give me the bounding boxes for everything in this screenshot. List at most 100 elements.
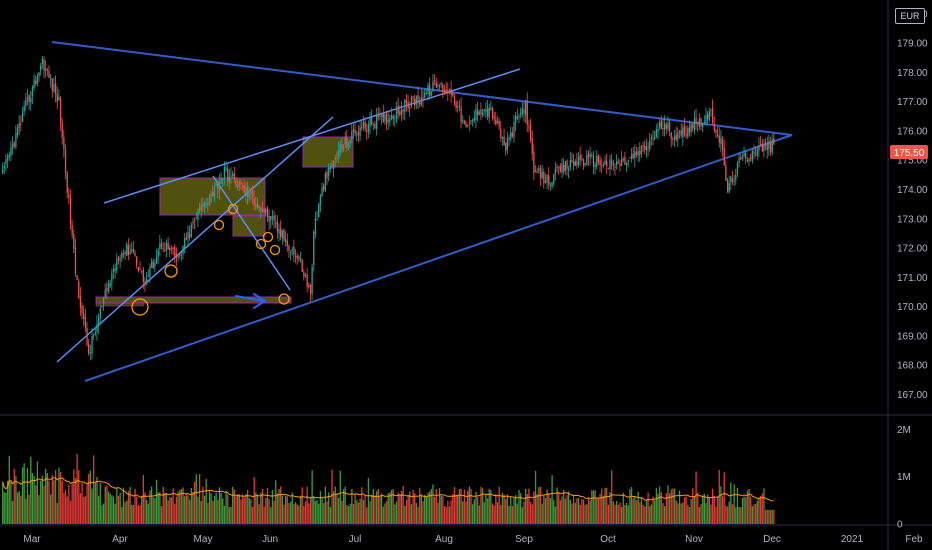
volume-bar (399, 495, 401, 524)
time-axis[interactable]: Mar Apr May Jun Jul Aug Sep Oct Nov Dec 2021 Feb (23, 534, 923, 545)
candle-body (529, 124, 532, 140)
pivot-circle[interactable] (255, 238, 267, 250)
candle (102, 297, 105, 312)
support-arrow[interactable] (235, 293, 267, 309)
price-tick-label: 176.00 (897, 126, 928, 137)
volume-bar (281, 495, 283, 524)
price-tick-label: 167.00 (897, 390, 928, 401)
candle-body (241, 185, 244, 187)
volume-bar (579, 504, 581, 524)
pivot-circles[interactable] (131, 203, 290, 316)
volume-bar (255, 492, 257, 524)
candle-body (640, 145, 643, 155)
candle (289, 250, 292, 261)
pullback-zone[interactable] (232, 215, 266, 237)
volume-bar (574, 502, 576, 524)
candle (394, 114, 396, 127)
candle-body (634, 151, 636, 159)
candle-body (644, 145, 646, 150)
volume-bar (66, 496, 68, 524)
volume-bar (193, 481, 196, 524)
volume-bar (422, 501, 424, 524)
candle-body (304, 274, 307, 276)
candle-body (296, 255, 298, 259)
candle-body (344, 137, 346, 145)
pivot-circle[interactable] (227, 203, 239, 215)
candle-body (97, 317, 100, 326)
pivot-circle[interactable] (262, 231, 274, 243)
candle-body (253, 198, 255, 206)
candle (347, 141, 350, 151)
candle-body (91, 335, 93, 354)
candle-body (660, 120, 662, 130)
candle-body (131, 249, 133, 251)
candle (553, 173, 555, 186)
candle-body (659, 122, 661, 128)
candle (220, 171, 222, 184)
pivot-circle[interactable] (131, 298, 149, 316)
pivot-circle[interactable] (164, 264, 178, 278)
falling-trendline[interactable] (212, 175, 291, 291)
candle-body (405, 100, 408, 104)
volume-bar (134, 488, 136, 524)
candle-body (139, 268, 141, 271)
candle (400, 100, 403, 122)
candle-body (743, 153, 745, 156)
volume-bar (160, 506, 163, 524)
volume-bar (447, 500, 449, 524)
candle-body (385, 113, 388, 124)
candle (309, 283, 312, 303)
volume-bar (723, 472, 725, 524)
candle-body (333, 160, 335, 169)
candle-body (308, 285, 310, 287)
volume-bar (96, 477, 98, 524)
volume-bar (185, 493, 188, 524)
volume-bar (435, 489, 437, 524)
candle (435, 77, 437, 88)
support-zone[interactable] (95, 296, 292, 304)
candle (175, 247, 178, 267)
candle (111, 268, 113, 291)
candle-body (695, 117, 697, 123)
time-tick-label: Sep (515, 534, 533, 545)
volume-bar (225, 490, 227, 524)
volume-bar (106, 485, 108, 524)
volume-bar (577, 498, 580, 524)
volume-bar (203, 495, 206, 524)
candle-body (670, 132, 672, 139)
candle (599, 155, 601, 172)
volume-bar (237, 494, 239, 524)
candle-body (462, 120, 464, 122)
candle (336, 150, 338, 163)
drawing-layer[interactable] (51, 41, 793, 382)
candle (237, 178, 239, 191)
pivot-circle[interactable] (269, 244, 281, 256)
candle (606, 153, 608, 175)
volume-bar (246, 489, 249, 524)
candle-body (233, 173, 235, 180)
candle (68, 187, 70, 205)
candle-body (73, 234, 75, 249)
candle (682, 123, 684, 146)
volume-bar (501, 492, 504, 524)
triangle-upper-trendline[interactable] (51, 41, 793, 136)
volume-axis[interactable]: 2M 1M 0 (897, 425, 911, 531)
candle-body (558, 166, 560, 168)
candle-body (561, 163, 563, 173)
pivot-circle[interactable] (278, 293, 290, 305)
candle-body (726, 180, 729, 192)
volume-bar (395, 501, 398, 524)
volume-bar (569, 500, 571, 524)
pivot-circle[interactable] (213, 219, 225, 231)
currency-button[interactable]: EUR (895, 8, 925, 24)
candle-body (170, 248, 173, 250)
volume-bar (556, 487, 558, 524)
steep-rising-trendline[interactable] (56, 116, 334, 363)
candle (622, 156, 624, 163)
candle-body (311, 267, 313, 295)
candle (702, 122, 704, 133)
triangle-lower-trendline[interactable] (84, 134, 793, 382)
price-axis[interactable]: 167.00 168.00 169.00 170.00 171.00 172.00 173.… (897, 9, 928, 401)
candle (716, 126, 719, 138)
